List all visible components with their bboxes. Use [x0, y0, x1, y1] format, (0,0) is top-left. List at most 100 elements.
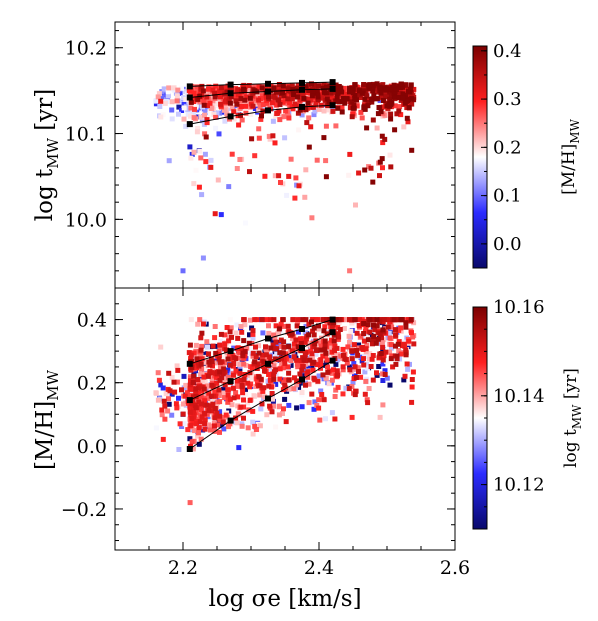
top-binned-marker: [186, 83, 193, 90]
bottom-data-point: [353, 388, 359, 394]
bottom-data-point: [194, 421, 200, 427]
bottom-data-point: [408, 317, 414, 323]
bottom-data-point: [212, 335, 218, 341]
top-data-point: [190, 111, 196, 117]
bottom-data-point: [314, 317, 320, 323]
bottom-data-point: [244, 395, 250, 401]
bottom-data-point: [332, 394, 338, 399]
bottom-data-point: [328, 366, 334, 371]
top-data-point: [208, 164, 214, 170]
bottom-data-point: [334, 368, 340, 374]
bottom-data-point: [246, 340, 252, 346]
bottom-data-point: [403, 324, 409, 330]
top-data-point: [330, 108, 336, 114]
top-data-point: [333, 82, 339, 88]
bottom-data-point: [305, 369, 311, 375]
top-data-point: [238, 104, 244, 109]
bottom-data-point: [318, 361, 324, 367]
top-data-point: [204, 89, 210, 95]
bottom-data-point: [169, 374, 175, 380]
top-data-point: [308, 124, 314, 130]
top-data-point: [166, 158, 172, 164]
bottom-data-point: [189, 365, 195, 370]
bottom-data-point: [191, 373, 197, 379]
bottom-data-point: [361, 331, 367, 336]
top-data-point: [313, 101, 319, 107]
bottom-data-point: [208, 393, 214, 399]
bottom-data-point: [366, 356, 372, 362]
bottom-data-point: [351, 360, 357, 366]
bottom-data-point: [162, 416, 168, 422]
top-data-point: [320, 85, 326, 91]
bottom-data-point: [393, 361, 399, 367]
bottom-data-point: [267, 354, 273, 360]
bottom-data-point: [320, 353, 326, 359]
bottom-data-point: [236, 373, 241, 379]
top-data-point: [367, 82, 373, 88]
top-data-point: [387, 152, 393, 158]
bottom-data-point: [394, 353, 400, 359]
bottom-binned-marker: [265, 360, 271, 367]
bottom-data-point: [311, 375, 317, 381]
top-data-point: [157, 104, 163, 109]
top-data-point: [166, 85, 172, 91]
top-data-point: [200, 88, 206, 94]
bottom-data-point: [204, 402, 210, 408]
bottom-data-point: [234, 322, 240, 328]
top-data-point: [283, 108, 289, 114]
top-data-point: [252, 88, 258, 94]
bottom-data-point: [200, 321, 206, 327]
bottom-data-point: [217, 417, 223, 423]
top-data-point: [213, 83, 219, 89]
bottom-data-point: [329, 337, 334, 343]
top-data-point: [243, 220, 248, 226]
top-data-point: [231, 116, 237, 122]
top-data-point: [191, 115, 197, 121]
bottom-data-point: [363, 346, 369, 352]
top-data-point: [243, 103, 249, 109]
top-data-point: [153, 98, 159, 104]
bottom-data-point: [206, 390, 212, 396]
bottom-data-point: [329, 410, 335, 416]
top-data-point: [286, 115, 292, 121]
top-data-point: [387, 89, 393, 95]
y-tick-label: 10.2: [65, 38, 107, 60]
top-data-point: [179, 108, 185, 113]
top-binned-marker: [299, 86, 305, 93]
bottom-data-point: [234, 383, 240, 389]
top-data-point: [292, 101, 298, 107]
top-data-point: [283, 90, 289, 96]
bottom-binned-marker: [265, 395, 271, 402]
bottom-data-point: [226, 353, 232, 359]
bottom-data-point: [401, 377, 407, 383]
bottom-data-point: [216, 349, 222, 355]
bottom-data-point: [262, 368, 267, 374]
top-data-point: [339, 109, 345, 115]
bottom-axis-ticks: 2.2 2.4 2.6 −0.2 0.0 0.2 0.4: [61, 287, 470, 579]
top-data-point: [230, 99, 236, 104]
top-data-point: [374, 96, 380, 102]
bottom-data-point: [368, 364, 374, 369]
bottom-data-point: [253, 354, 259, 359]
bottom-data-point: [380, 371, 386, 377]
top-binned-marker: [227, 90, 234, 97]
bottom-data-point: [337, 327, 343, 332]
bottom-data-point: [281, 379, 287, 385]
top-data-point: [269, 100, 275, 106]
bottom-data-point: [405, 344, 411, 350]
bottom-data-point: [280, 365, 286, 371]
top-data-point: [259, 113, 264, 119]
bottom-data-point: [257, 423, 263, 429]
top-data-point: [242, 97, 248, 103]
bottom-data-point: [303, 336, 309, 342]
bottom-data-point: [228, 325, 234, 331]
top-data-point: [256, 135, 262, 141]
bottom-data-point: [281, 357, 287, 363]
top-data-point: [176, 111, 181, 117]
top-data-point: [201, 102, 207, 108]
bottom-data-point: [316, 397, 322, 403]
top-data-point: [316, 106, 322, 112]
bottom-data-point: [348, 328, 354, 334]
bottom-data-point: [263, 344, 268, 350]
top-data-point: [388, 164, 394, 170]
